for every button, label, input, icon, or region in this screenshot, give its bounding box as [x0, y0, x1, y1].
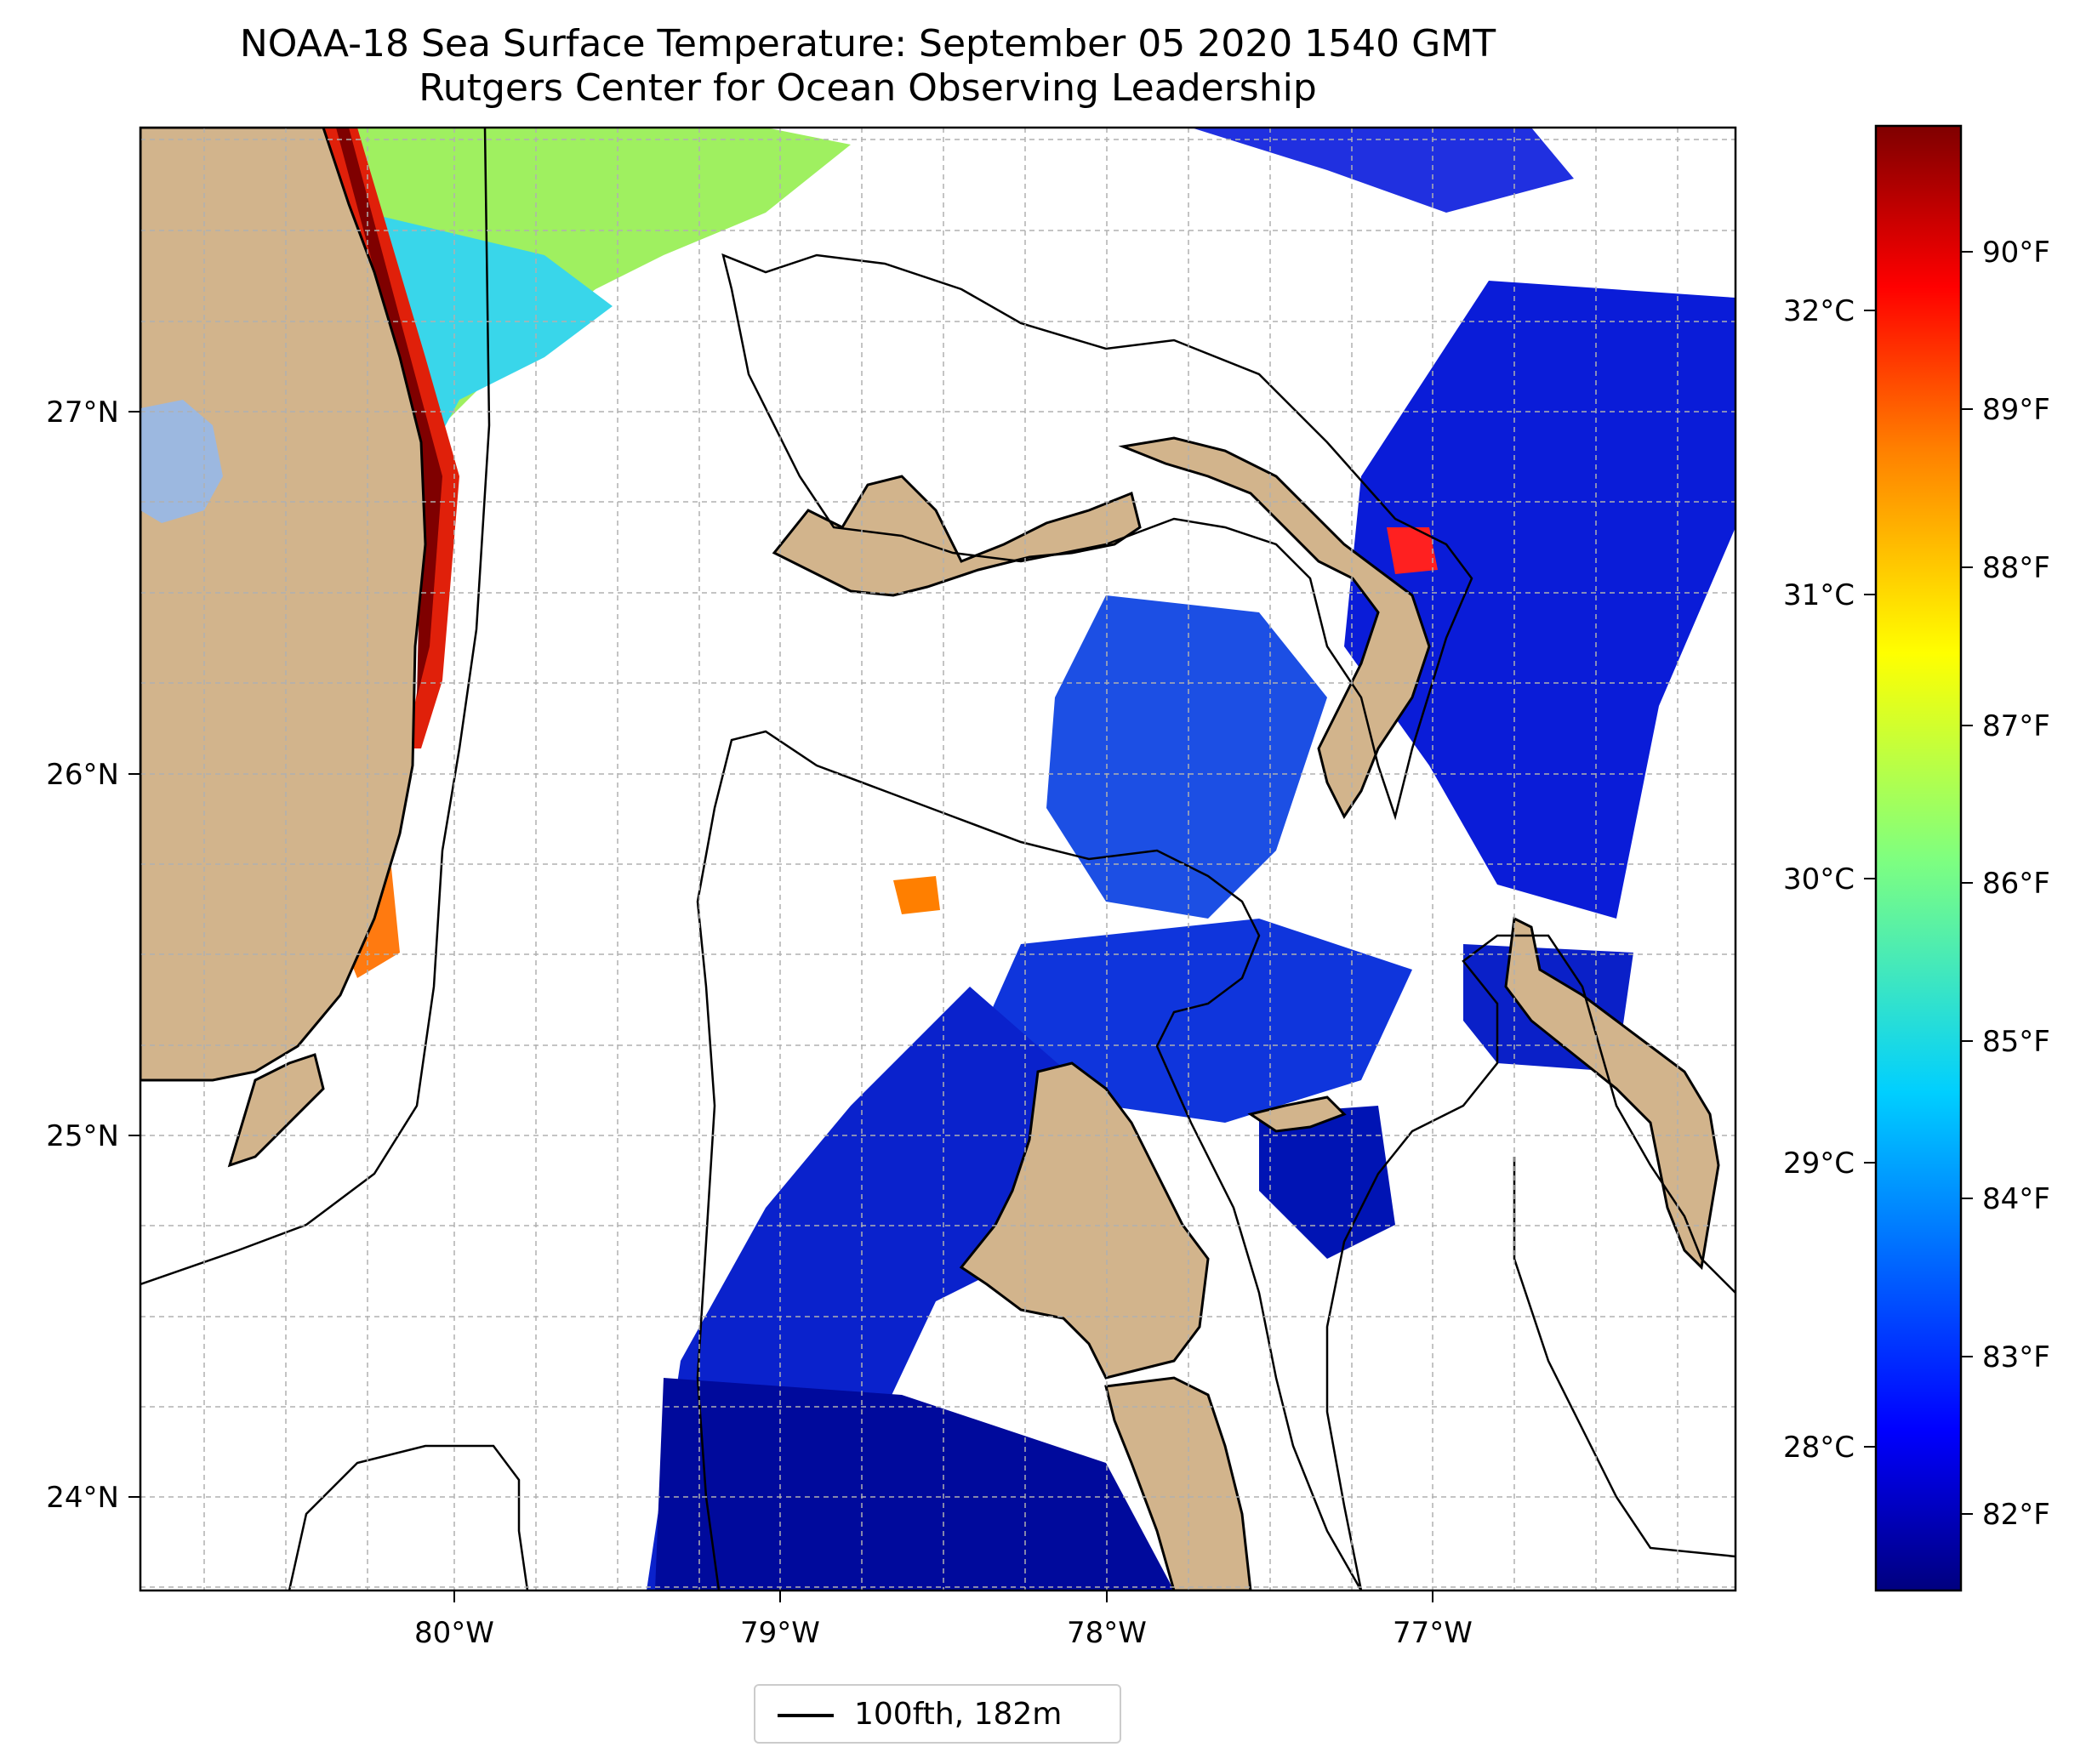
great-abaco: [1118, 436, 1431, 819]
lon-label: 77°W: [1393, 1616, 1473, 1650]
fahrenheit-label: 87°F: [1982, 709, 2050, 743]
celsius-label: 28°C: [1783, 1431, 1855, 1465]
colorbar-celsius-ticks: [1864, 310, 1876, 1448]
lon-label: 80°W: [414, 1616, 494, 1650]
fahrenheit-label: 85°F: [1982, 1025, 2050, 1059]
colorbar-fahrenheit-ticks: [1961, 251, 1973, 1515]
grand-bahama: [772, 475, 1142, 597]
gridlines: [140, 128, 1735, 1590]
colorbar-gradient: [1874, 124, 1963, 1592]
axis-ticks: [128, 411, 1433, 1602]
land: [140, 128, 1720, 1590]
sst-patch-south-deep: [655, 1378, 1174, 1590]
sst-patch-mid: [987, 919, 1412, 1123]
lon-label: 79°W: [740, 1616, 820, 1650]
fahrenheit-label: 84°F: [1982, 1182, 2050, 1216]
berry-islands: [1247, 1095, 1347, 1133]
fahrenheit-label: 90°F: [1982, 236, 2050, 270]
sst-patch-central: [1046, 595, 1327, 919]
lon-label: 78°W: [1067, 1616, 1147, 1650]
contour-great-bahama-bank: [696, 730, 1363, 1590]
lat-label: 27°N: [46, 395, 119, 430]
lat-label: 26°N: [46, 758, 119, 792]
eleuthera: [1504, 916, 1720, 1271]
celsius-label: 32°C: [1783, 294, 1855, 328]
florida-keys: [227, 1053, 325, 1168]
celsius-label: 29°C: [1783, 1147, 1855, 1181]
bathymetry-contours: [140, 128, 1735, 1590]
sst-patch-north: [357, 128, 851, 544]
map-frame: [139, 126, 1737, 1592]
andros-south: [1104, 1376, 1252, 1590]
fahrenheit-label: 83°F: [1982, 1340, 2050, 1374]
legend: 100fth, 182m: [754, 1684, 1121, 1744]
sst-warm-coast-core: [336, 128, 442, 697]
lake-okeechobee: [140, 400, 223, 523]
contour-cay-sal: [288, 1444, 529, 1590]
colorbar: 32°C 31°C 30°C 29°C 28°C 90°F 89°F 88°F …: [1783, 124, 2050, 1592]
map-title: NOAA-18 Sea Surface Temperature: Septemb…: [239, 22, 1496, 65]
contour-tongue: [1513, 1157, 1735, 1558]
fahrenheit-label: 88°F: [1982, 551, 2050, 585]
sst-warm-spot-bimini: [893, 876, 940, 914]
contour-florida-shelf: [140, 128, 491, 1286]
map-subtitle: Rutgers Center for Ocean Observing Leade…: [419, 66, 1317, 110]
fahrenheit-label: 86°F: [1982, 867, 2050, 901]
andros-island: [959, 1061, 1210, 1380]
legend-line-swatch: [778, 1714, 834, 1717]
lat-label: 25°N: [46, 1119, 119, 1153]
sst-patch-andros-east: [1259, 1106, 1395, 1259]
sst-patch-ne-blue: [766, 128, 1574, 213]
lon-axis-labels: 80°W 79°W 78°W 77°W: [414, 1616, 1473, 1650]
fahrenheit-label: 82°F: [1982, 1498, 2050, 1532]
sst-warm-spot-abaco: [1387, 527, 1438, 574]
lat-axis-labels: 27°N 26°N 25°N 24°N: [46, 395, 119, 1515]
florida-peninsula: [140, 128, 427, 1082]
sst-patch-east: [1344, 281, 1735, 919]
sst-warm-coast: [323, 128, 459, 748]
contour-exuma-sound: [1325, 934, 1735, 1590]
legend-label: 100fth, 182m: [854, 1697, 1063, 1732]
celsius-label: 30°C: [1783, 862, 1855, 896]
contour-little-bahama-bank: [721, 253, 1473, 821]
celsius-label: 31°C: [1783, 578, 1855, 612]
fahrenheit-label: 89°F: [1982, 393, 2050, 427]
lat-label: 24°N: [46, 1481, 119, 1515]
